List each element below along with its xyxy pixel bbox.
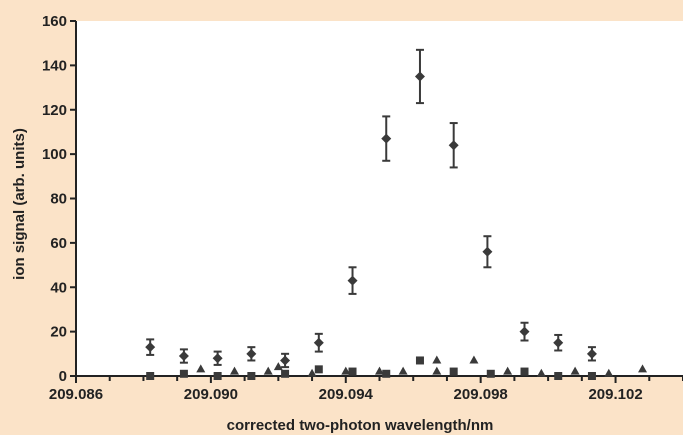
data-point-square <box>314 365 323 374</box>
x-axis-title: corrected two-photon wavelength/nm <box>227 417 494 434</box>
y-axis-ticks: 0 20 40 60 80 100 120 140 160 <box>42 13 76 385</box>
data-point-triangle <box>196 364 206 373</box>
series-square <box>146 356 596 380</box>
data-point-square <box>449 367 458 376</box>
data-point-triangle <box>375 366 384 375</box>
data-point-square <box>281 369 290 378</box>
data-point-triangle <box>638 364 648 373</box>
data-point-diamond <box>553 337 564 348</box>
x-tick-label: 209.090 <box>184 386 238 403</box>
data-point-diamond <box>347 275 358 286</box>
data-point-triangle <box>229 366 239 375</box>
data-point-square <box>213 372 222 380</box>
data-point-square <box>382 369 391 378</box>
y-tick-label: 0 <box>59 368 67 385</box>
data-point-diamond <box>519 326 530 337</box>
data-point-triangle <box>469 355 479 364</box>
data-point-square <box>247 372 256 380</box>
x-tick-label: 209.102 <box>588 386 642 403</box>
plot-area <box>76 21 683 376</box>
data-point-triangle <box>341 366 351 375</box>
series-triangle <box>196 355 648 377</box>
y-tick-label: 120 <box>42 102 67 119</box>
data-point-square <box>179 369 188 378</box>
data-point-square <box>415 356 424 365</box>
x-tick-label: 209.086 <box>49 386 103 403</box>
data-point-diamond <box>482 246 493 257</box>
data-point-diamond <box>586 348 597 359</box>
data-point-triangle <box>503 366 513 375</box>
x-tick-label: 209.098 <box>454 386 508 403</box>
data-point-triangle <box>432 366 442 375</box>
data-point-triangle <box>570 366 580 375</box>
data-point-triangle <box>536 368 546 377</box>
data-point-square <box>486 369 495 378</box>
data-point-diamond <box>178 351 189 362</box>
y-axis-title: ion signal (arb. units) <box>11 128 28 280</box>
data-point-triangle <box>307 368 317 377</box>
data-point-triangle <box>263 366 273 375</box>
data-point-square <box>146 372 155 380</box>
data-point-triangle <box>604 368 614 377</box>
y-tick-label: 140 <box>42 57 67 74</box>
y-tick-label: 20 <box>50 324 67 341</box>
data-point-square <box>348 367 357 376</box>
y-tick-label: 100 <box>42 146 67 163</box>
data-point-square <box>587 372 596 380</box>
data-point-diamond <box>280 355 291 366</box>
data-point-diamond <box>381 133 392 144</box>
data-point-diamond <box>212 353 223 364</box>
series-diamond <box>145 48 597 369</box>
data-point-square <box>520 367 529 376</box>
y-tick-label: 80 <box>50 191 67 208</box>
x-axis-ticks: 209.086 209.090 209.094 209.098 209.102 <box>49 376 683 403</box>
data-point-diamond <box>246 348 257 359</box>
data-marks <box>145 48 648 380</box>
data-point-triangle <box>432 355 442 364</box>
y-tick-label: 160 <box>42 13 67 30</box>
data-point-square <box>554 372 563 380</box>
data-point-diamond <box>414 71 425 82</box>
y-tick-label: 40 <box>50 279 67 296</box>
data-point-diamond <box>313 337 324 348</box>
data-point-diamond <box>145 342 156 353</box>
y-tick-label: 60 <box>50 235 67 252</box>
data-point-triangle <box>398 366 408 375</box>
x-tick-label: 209.094 <box>319 386 374 403</box>
data-point-diamond <box>448 140 459 151</box>
data-point-triangle <box>273 362 283 371</box>
